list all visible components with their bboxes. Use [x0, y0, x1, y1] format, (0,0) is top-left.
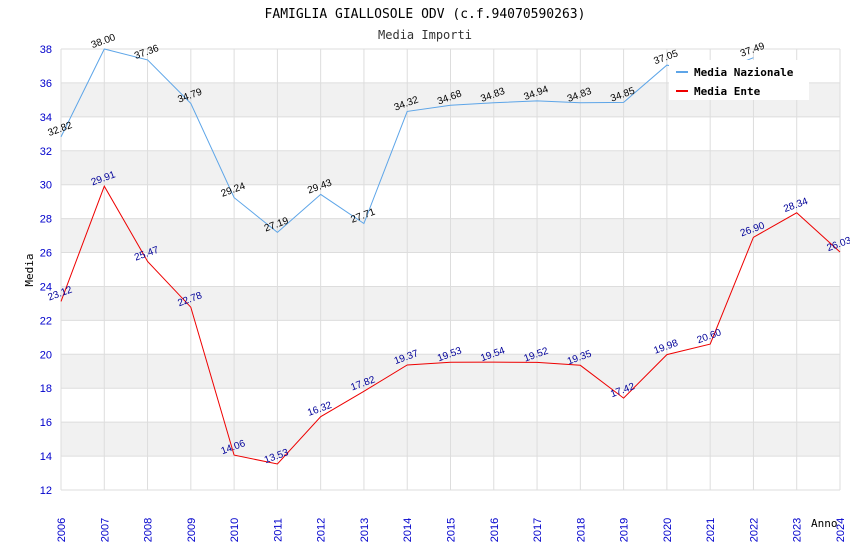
y-tick-label: 38 [40, 44, 52, 56]
legend: Media Nazionale Media Ente [669, 60, 809, 100]
x-tick-label: 2015 [446, 518, 458, 542]
x-tick-label: 2017 [532, 518, 544, 542]
y-tick-label: 20 [40, 349, 52, 361]
x-tick-label: 2022 [748, 518, 760, 542]
data-label: 20.60 [696, 327, 724, 346]
y-tick-label: 34 [40, 112, 52, 124]
x-tick-label: 2014 [402, 518, 414, 542]
x-tick-label: 2008 [143, 518, 155, 542]
x-tick-label: 2016 [489, 518, 501, 542]
legend-background [669, 60, 809, 100]
y-tick-label: 28 [40, 214, 52, 226]
y-tick-label: 30 [40, 180, 52, 192]
data-label: 37.36 [133, 43, 161, 62]
x-tick-label: 2024 [835, 518, 847, 542]
y-tick-label: 22 [40, 315, 52, 327]
x-axis-ticks: 2006 2007 2008 2009 2010 2011 2012 2013 2014 2015… [56, 518, 847, 542]
data-label: 38.00 [90, 32, 118, 51]
x-tick-label: 2010 [229, 518, 241, 542]
y-axis-ticks: 12 14 16 18 20 22 24 26 28 30 32 34 36 38 [40, 44, 52, 497]
x-tick-label: 2012 [316, 518, 328, 542]
y-tick-label: 12 [40, 485, 52, 497]
chart-title: FAMIGLIA GIALLOSOLE ODV (c.f.94070590263… [265, 7, 586, 22]
y-tick-label: 24 [40, 281, 52, 293]
data-label: 37.49 [739, 41, 767, 60]
y-tick-label: 18 [40, 383, 52, 395]
y-tick-label: 14 [40, 451, 52, 463]
y-tick-label: 36 [40, 78, 52, 90]
x-tick-label: 2013 [359, 518, 371, 542]
x-axis-label: Anno [811, 517, 838, 530]
y-tick-label: 32 [40, 146, 52, 158]
series-line-media-nazionale [60, 48, 754, 234]
y-axis-label: Media [23, 253, 36, 286]
series-lines [60, 48, 841, 465]
data-label: 28.34 [782, 196, 810, 215]
y-tick-label: 16 [40, 417, 52, 429]
chart-subtitle: Media Importi [378, 28, 472, 42]
x-tick-label: 2007 [99, 518, 111, 542]
legend-entry: Media Nazionale [694, 66, 794, 79]
x-tick-label: 2023 [792, 518, 804, 542]
x-tick-label: 2011 [272, 518, 284, 542]
data-label: 16.32 [306, 400, 334, 419]
legend-entry: Media Ente [694, 85, 761, 98]
series-line-media-ente [60, 185, 841, 465]
y-tick-label: 26 [40, 248, 52, 260]
x-tick-label: 2006 [56, 518, 68, 542]
x-tick-label: 2021 [705, 518, 717, 542]
x-tick-label: 2009 [186, 518, 198, 542]
x-tick-label: 2019 [619, 518, 631, 542]
x-tick-label: 2020 [662, 518, 674, 542]
x-tick-label: 2018 [575, 518, 587, 542]
